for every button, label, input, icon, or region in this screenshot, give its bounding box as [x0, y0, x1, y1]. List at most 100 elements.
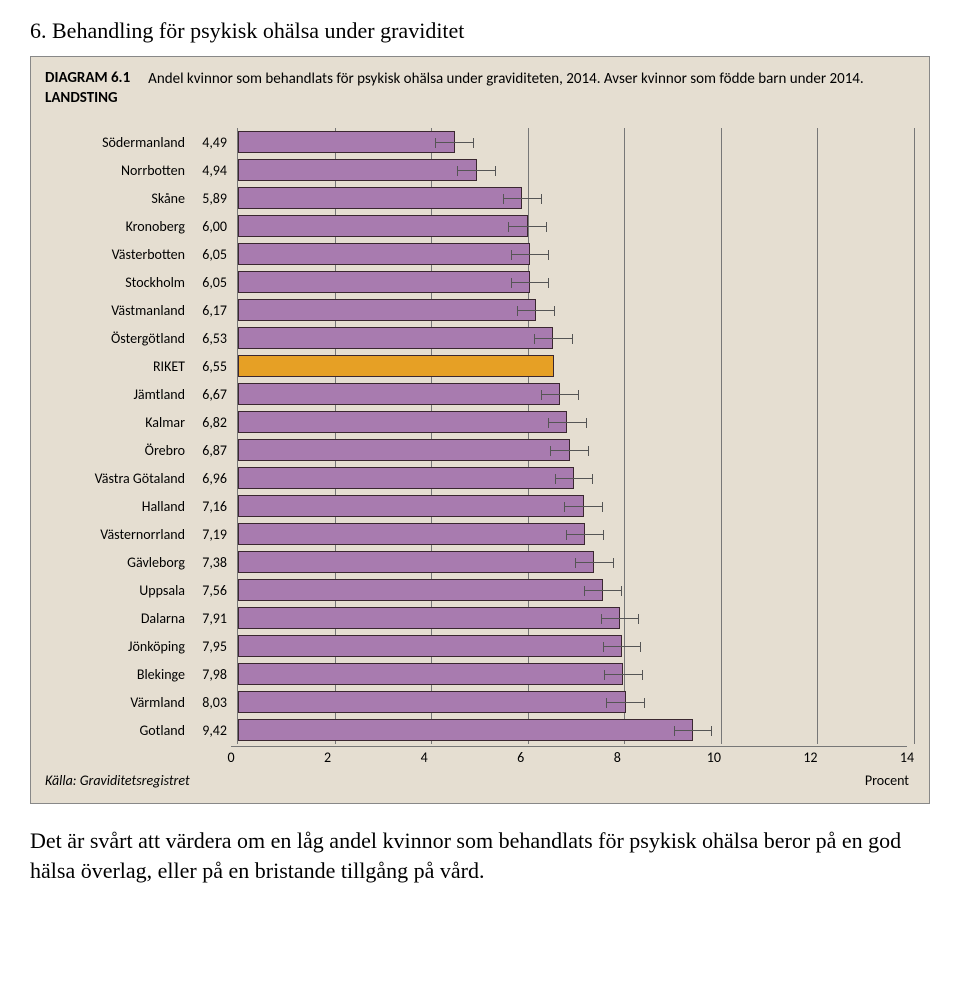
row-value: 7,98 [191, 666, 237, 683]
error-bar [548, 422, 587, 423]
bar-track [237, 408, 914, 436]
gridline [914, 436, 915, 464]
error-bar [541, 394, 580, 395]
gridline [817, 436, 818, 464]
row-value: 4,49 [191, 134, 237, 151]
section-heading: 6. Behandling för psykisk ohälsa under g… [30, 18, 930, 44]
bar [238, 383, 560, 405]
gridline [624, 548, 625, 576]
gridline [624, 128, 625, 156]
x-tick-label: 0 [227, 749, 234, 766]
gridline [817, 520, 818, 548]
error-bar [601, 618, 640, 619]
gridline [817, 324, 818, 352]
gridline [914, 296, 915, 324]
gridline [817, 632, 818, 660]
error-bar [457, 170, 496, 171]
gridline [914, 380, 915, 408]
gridline [721, 380, 722, 408]
chart-row: Västmanland6,17 [45, 296, 915, 324]
bar [238, 719, 693, 741]
bar [238, 243, 530, 265]
gridline [914, 604, 915, 632]
gridline [914, 688, 915, 716]
gridline [914, 548, 915, 576]
bar-track [237, 520, 914, 548]
gridline [721, 352, 722, 380]
row-value: 6,05 [191, 274, 237, 291]
x-tick-label: 6 [517, 749, 524, 766]
gridline [721, 688, 722, 716]
row-label: Kronoberg [45, 218, 191, 235]
chart-row: Norrbotten4,94 [45, 156, 915, 184]
error-bar [508, 226, 547, 227]
row-value: 7,16 [191, 498, 237, 515]
row-label: Dalarna [45, 610, 191, 627]
bar-track [237, 604, 914, 632]
error-bar [503, 198, 542, 199]
row-label: Gävleborg [45, 554, 191, 571]
error-bar [435, 142, 474, 143]
plot-area: Södermanland4,49Norrbotten4,94Skåne5,89K… [45, 128, 915, 789]
chart-row: Jämtland6,67 [45, 380, 915, 408]
error-bar [606, 702, 645, 703]
chart-row: RIKET6,55 [45, 352, 915, 380]
bar [238, 299, 536, 321]
row-label: Östergötland [45, 330, 191, 347]
gridline [721, 268, 722, 296]
row-value: 6,82 [191, 414, 237, 431]
gridline [817, 128, 818, 156]
gridline [721, 408, 722, 436]
row-value: 6,05 [191, 246, 237, 263]
bar [238, 523, 585, 545]
error-bar [604, 674, 643, 675]
chart-row: Uppsala7,56 [45, 576, 915, 604]
bar-track [237, 576, 914, 604]
chart-row: Halland7,16 [45, 492, 915, 520]
gridline [817, 240, 818, 268]
gridline [624, 212, 625, 240]
gridline [914, 156, 915, 184]
chart-row: Kronoberg6,00 [45, 212, 915, 240]
error-bar [534, 338, 573, 339]
row-value: 6,53 [191, 330, 237, 347]
row-label: Stockholm [45, 274, 191, 291]
row-label: Blekinge [45, 666, 191, 683]
gridline [914, 716, 915, 744]
bar [238, 187, 522, 209]
bar-track [237, 660, 914, 688]
chart-footer: Källa: GraviditetsregistretProcent [45, 772, 915, 789]
bar-track [237, 380, 914, 408]
row-label: Gotland [45, 722, 191, 739]
bar-highlight [238, 355, 554, 377]
error-bar [603, 646, 642, 647]
gridline [817, 268, 818, 296]
bar [238, 579, 603, 601]
row-value: 6,55 [191, 358, 237, 375]
gridline [721, 548, 722, 576]
x-tick-label: 4 [421, 749, 428, 766]
gridline [721, 576, 722, 604]
row-value: 9,42 [191, 722, 237, 739]
bar-track [237, 184, 914, 212]
gridline [914, 520, 915, 548]
row-label: Västerbotten [45, 246, 191, 263]
row-label: Södermanland [45, 134, 191, 151]
bar [238, 215, 528, 237]
row-label: Skåne [45, 190, 191, 207]
chart-row: Blekinge7,98 [45, 660, 915, 688]
gridline [624, 380, 625, 408]
page: 6. Behandling för psykisk ohälsa under g… [0, 18, 960, 937]
error-bar [555, 478, 594, 479]
gridline [817, 716, 818, 744]
gridline [817, 688, 818, 716]
chart-row: Västra Götaland6,96 [45, 464, 915, 492]
gridline [624, 352, 625, 380]
gridline [817, 604, 818, 632]
gridline [624, 408, 625, 436]
bar-track [237, 688, 914, 716]
gridline [817, 492, 818, 520]
chart-row: Stockholm6,05 [45, 268, 915, 296]
gridline [914, 212, 915, 240]
gridline [624, 296, 625, 324]
